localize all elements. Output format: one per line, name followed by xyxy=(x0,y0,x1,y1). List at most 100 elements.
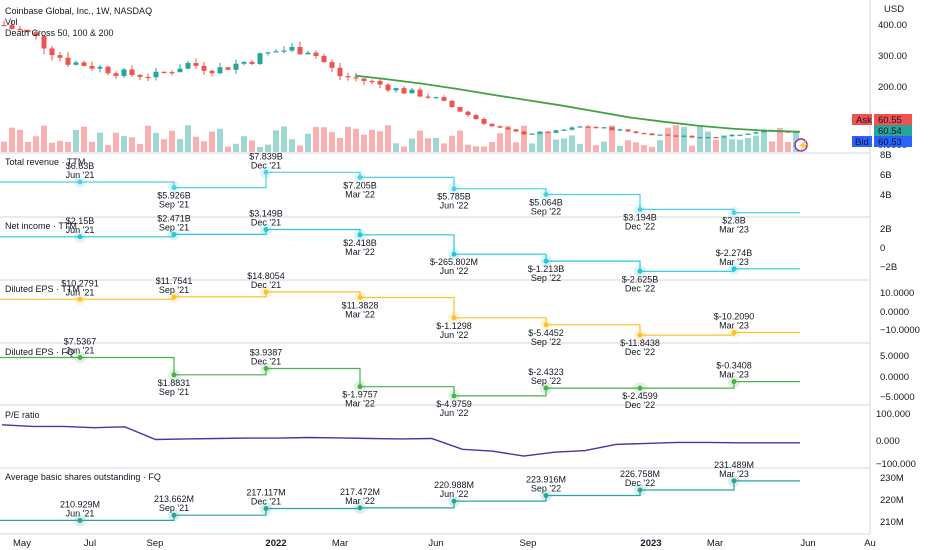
diluted-eps-fq-period-label: Sep '22 xyxy=(531,376,561,386)
candle-body xyxy=(473,114,479,120)
volume-bar xyxy=(497,133,503,152)
candle-body xyxy=(305,52,311,55)
volume-bar xyxy=(145,125,151,152)
shares-outstanding-value-label: 217.472M xyxy=(340,487,380,497)
shares-outstanding-value-label: 223.916M xyxy=(526,474,566,484)
volume-bar xyxy=(657,140,663,152)
total-revenue-point xyxy=(451,186,457,192)
volume-bar xyxy=(473,146,479,152)
volume-bar xyxy=(9,127,15,152)
diluted-eps-ttm-value-label: $11.7541 xyxy=(156,276,193,286)
candle-body xyxy=(489,123,495,127)
candle-body xyxy=(281,50,287,52)
candle-body xyxy=(545,131,551,134)
shares-outstanding-point xyxy=(357,505,363,511)
death-cross-indicator-label[interactable]: Death Cross 50, 100 & 200 xyxy=(5,28,114,38)
diluted-eps-fq-period-label: Dec '21 xyxy=(251,357,281,367)
volume-bar xyxy=(625,140,631,152)
candle-body xyxy=(17,28,23,31)
candle-body xyxy=(705,137,711,139)
candle-body xyxy=(401,88,407,94)
volume-bar xyxy=(233,143,239,152)
time-axis-label: 2023 xyxy=(640,538,661,549)
diluted-eps-ttm-point xyxy=(731,329,737,335)
volume-bar xyxy=(521,125,527,152)
candle-body xyxy=(209,70,215,74)
volume-bar xyxy=(161,139,167,152)
net-income-value-label: $3.149B xyxy=(249,209,283,219)
net-income-period-label: Dec '21 xyxy=(251,218,281,228)
candle-body xyxy=(289,46,295,51)
volume-bar xyxy=(65,141,71,152)
diluted-eps-fq-period-label: Jun '22 xyxy=(440,408,469,418)
volume-bar xyxy=(105,145,111,152)
diluted-eps-fq-line xyxy=(0,356,800,397)
diluted-eps-ttm-period-label: Sep '21 xyxy=(159,285,189,295)
total-revenue-tick-label: 8B xyxy=(880,150,892,161)
shares-outstanding-point xyxy=(637,487,643,493)
shares-outstanding-tick-label: 220M xyxy=(880,495,904,506)
diluted-eps-ttm-line xyxy=(0,291,800,336)
diluted-eps-fq-point xyxy=(357,384,363,390)
candle-body xyxy=(313,52,319,56)
volume-bar xyxy=(25,141,31,152)
shares-outstanding-period-label: Dec '21 xyxy=(251,497,281,507)
shares-outstanding-title: Average basic shares outstanding · FQ xyxy=(5,472,161,482)
diluted-eps-fq-value-label: $-4.9759 xyxy=(436,399,472,409)
price-axis[interactable]: 400.00300.00200.00100.000.0000Ask60.5560… xyxy=(794,20,912,152)
candle-body xyxy=(593,127,599,129)
shares-outstanding-value-label: 226.758M xyxy=(620,469,660,479)
diluted-eps-ttm-period-label: Mar '23 xyxy=(719,320,749,330)
candle-body xyxy=(153,71,159,78)
volume-bar xyxy=(313,127,319,152)
net-income-period-label: Dec '22 xyxy=(625,283,655,293)
volume-bar xyxy=(513,142,519,152)
candle-body xyxy=(617,129,623,131)
last-price: 60.54 xyxy=(878,126,902,137)
net-income-tick-label: 2B xyxy=(880,224,892,235)
candle-body xyxy=(185,63,191,69)
shares-outstanding-pane: Average basic shares outstanding · FQ 230… xyxy=(0,460,904,528)
net-income-point xyxy=(731,266,737,272)
volume-bar xyxy=(361,134,367,152)
diluted-eps-fq-period-label: Mar '23 xyxy=(719,370,749,380)
diluted-eps-fq-point xyxy=(637,385,643,391)
volume-bar xyxy=(217,128,223,152)
diluted-eps-fq-title: Diluted EPS · FQ xyxy=(5,347,74,357)
pe-ratio-title: P/E ratio xyxy=(5,410,40,420)
total-revenue-value-label: $7.839B xyxy=(249,151,283,161)
volume-bar xyxy=(129,137,135,152)
net-income-value-label: $2.471B xyxy=(157,213,191,223)
volume-bar xyxy=(209,131,215,152)
time-axis-label: Jun xyxy=(800,538,815,549)
symbol-title[interactable]: Coinbase Global, Inc., 1W, NASDAQ xyxy=(5,6,153,16)
volume-indicator-label[interactable]: Vol xyxy=(5,17,18,27)
candle-body xyxy=(377,81,383,85)
net-income-point xyxy=(263,227,269,233)
candle-body xyxy=(513,129,519,132)
diluted-eps-fq-tick-label: −5.0000 xyxy=(880,392,915,403)
volume-bar xyxy=(273,130,279,152)
candle-body xyxy=(369,80,375,83)
volume-bar xyxy=(369,129,375,152)
volume-bar xyxy=(425,138,431,152)
candle-body xyxy=(337,67,343,77)
diluted-eps-fq-point xyxy=(171,372,177,378)
total-revenue-period-label: Sep '21 xyxy=(159,200,189,210)
volume-bar xyxy=(745,137,751,152)
diluted-eps-ttm-point xyxy=(451,315,457,321)
shares-outstanding-period-label: Sep '22 xyxy=(531,483,561,493)
time-axis[interactable]: May Jul Sep 2022 Mar Jun Sep 2023 Mar Jun Au xyxy=(13,538,876,549)
bid-price: 60.53 xyxy=(878,137,902,148)
candle-body xyxy=(601,127,607,129)
pe-ratio-pane: P/E ratio 100.000 0.000 −100.000 xyxy=(1,409,916,470)
volume-bar xyxy=(689,145,695,152)
candle-body xyxy=(265,52,271,54)
shares-outstanding-value-label: 231.489M xyxy=(714,460,754,470)
shares-outstanding-value-label: 220.988M xyxy=(434,480,474,490)
diluted-eps-fq-period-label: Mar '22 xyxy=(345,399,375,409)
volume-bar xyxy=(289,139,295,152)
shares-outstanding-point xyxy=(451,498,457,504)
volume-bar xyxy=(193,136,199,152)
